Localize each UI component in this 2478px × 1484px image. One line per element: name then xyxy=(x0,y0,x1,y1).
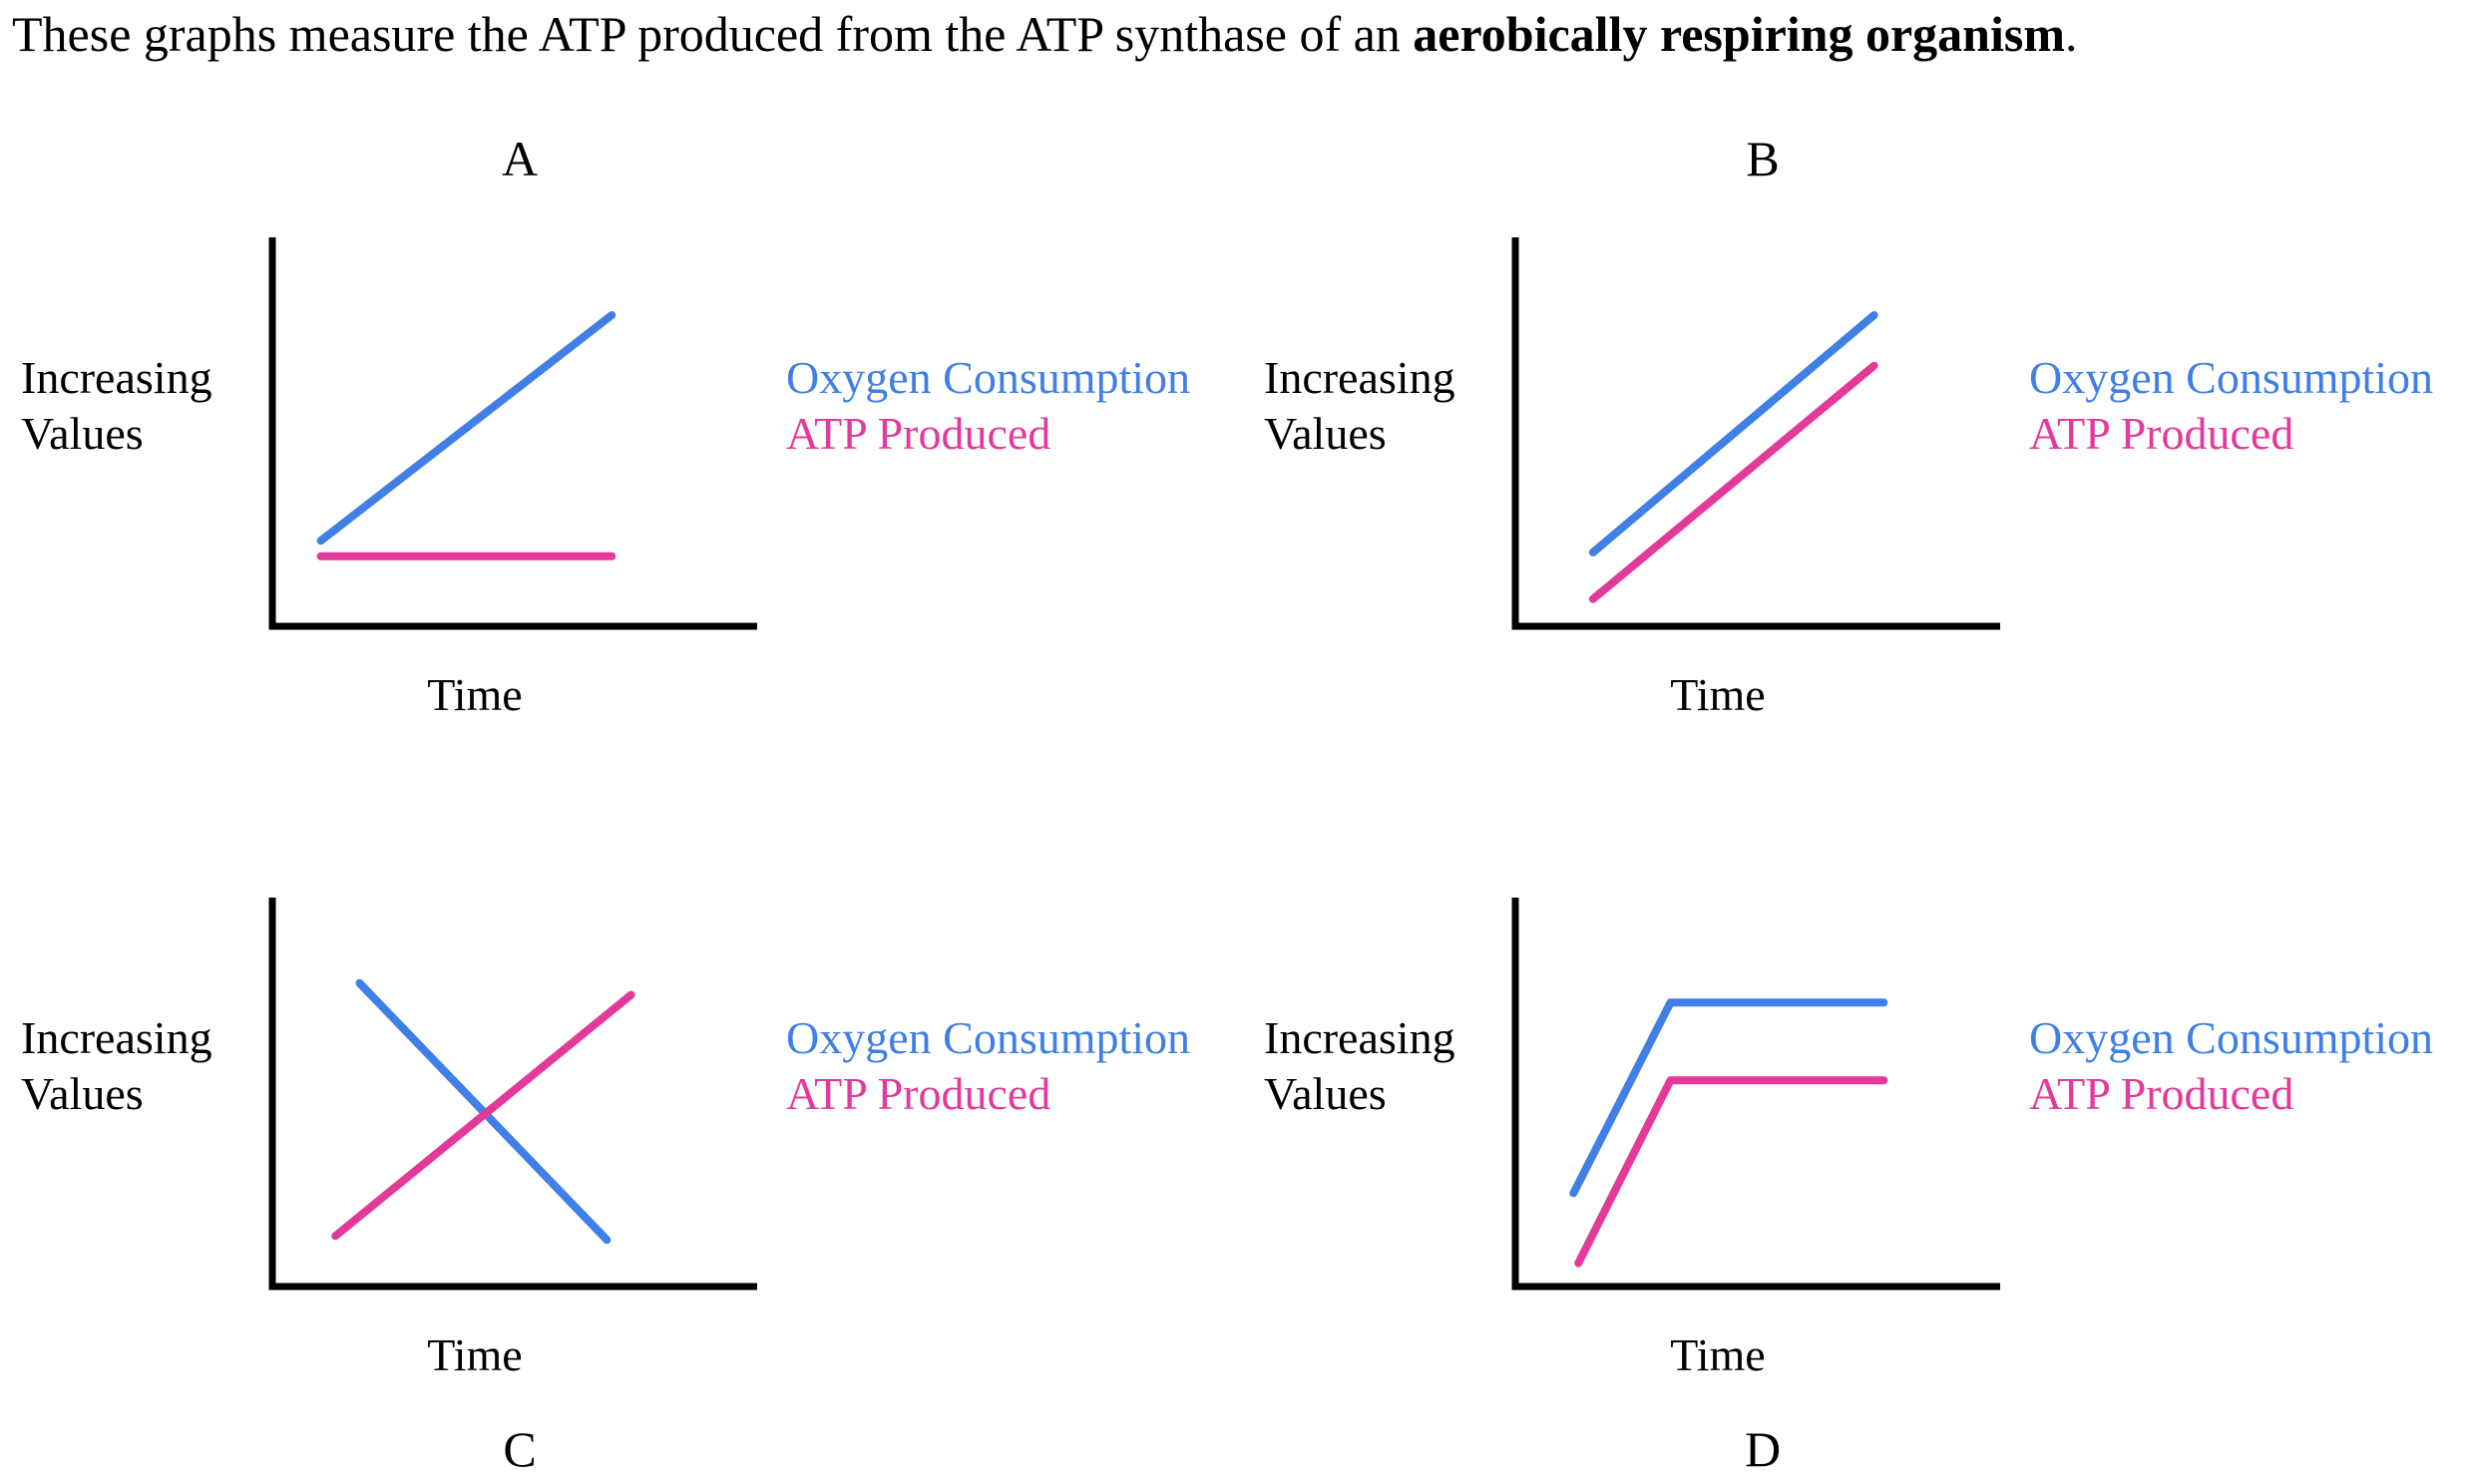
series-line-oxygen xyxy=(1588,311,1878,556)
question-prompt: These graphs measure the ATP produced fr… xyxy=(12,4,2077,64)
y-axis-label: Values xyxy=(1264,408,1387,459)
prompt-text: These graphs measure the ATP produced fr… xyxy=(12,6,1414,62)
legend-entry-oxygen: Oxygen Consumption xyxy=(786,1012,1190,1063)
series-line-atp xyxy=(1588,361,1878,603)
y-axis-label: Increasing xyxy=(1264,352,1455,403)
legend-entry-atp: ATP Produced xyxy=(2029,408,2293,459)
legend-entry-atp: ATP Produced xyxy=(786,1068,1050,1119)
y-axis-label: Increasing xyxy=(1264,1012,1455,1063)
chart-axes xyxy=(268,898,757,1291)
x-axis-label: Time xyxy=(1670,669,1765,720)
chart-axes xyxy=(268,237,757,630)
legend-entry-atp: ATP Produced xyxy=(786,408,1050,459)
prompt-period: . xyxy=(2064,6,2078,62)
x-axis-label: Time xyxy=(1670,1329,1765,1380)
chart-axes xyxy=(1511,898,2000,1291)
x-axis-label: Time xyxy=(427,1329,522,1380)
series-line-atp xyxy=(331,990,635,1241)
y-axis-label: Increasing xyxy=(21,352,212,403)
y-axis-label: Values xyxy=(21,408,144,459)
legend-entry-oxygen: Oxygen Consumption xyxy=(2029,352,2433,403)
series-line-atp xyxy=(1574,1076,1888,1268)
panel-letter: B xyxy=(1746,131,1779,186)
legend-entry-atp: ATP Produced xyxy=(2029,1068,2293,1119)
prompt-emphasis: aerobically respiring organism xyxy=(1413,6,2065,62)
chart-axes xyxy=(1511,237,2000,630)
panel-letter: C xyxy=(503,1421,536,1477)
y-axis-label: Increasing xyxy=(21,1012,212,1063)
legend-entry-oxygen: Oxygen Consumption xyxy=(786,352,1190,403)
y-axis-label: Values xyxy=(21,1068,144,1119)
panel-letter: D xyxy=(1745,1421,1781,1477)
panel-letter: A xyxy=(502,131,538,186)
y-axis-label: Values xyxy=(1264,1068,1387,1119)
x-axis-label: Time xyxy=(427,669,522,720)
series-line-oxygen xyxy=(316,311,617,546)
legend-entry-oxygen: Oxygen Consumption xyxy=(2029,1012,2433,1063)
series-line-oxygen xyxy=(1569,998,1888,1198)
